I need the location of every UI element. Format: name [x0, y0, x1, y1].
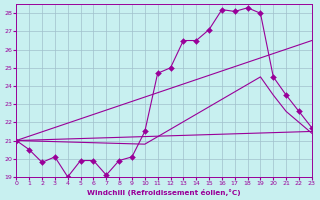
- X-axis label: Windchill (Refroidissement éolien,°C): Windchill (Refroidissement éolien,°C): [87, 189, 241, 196]
